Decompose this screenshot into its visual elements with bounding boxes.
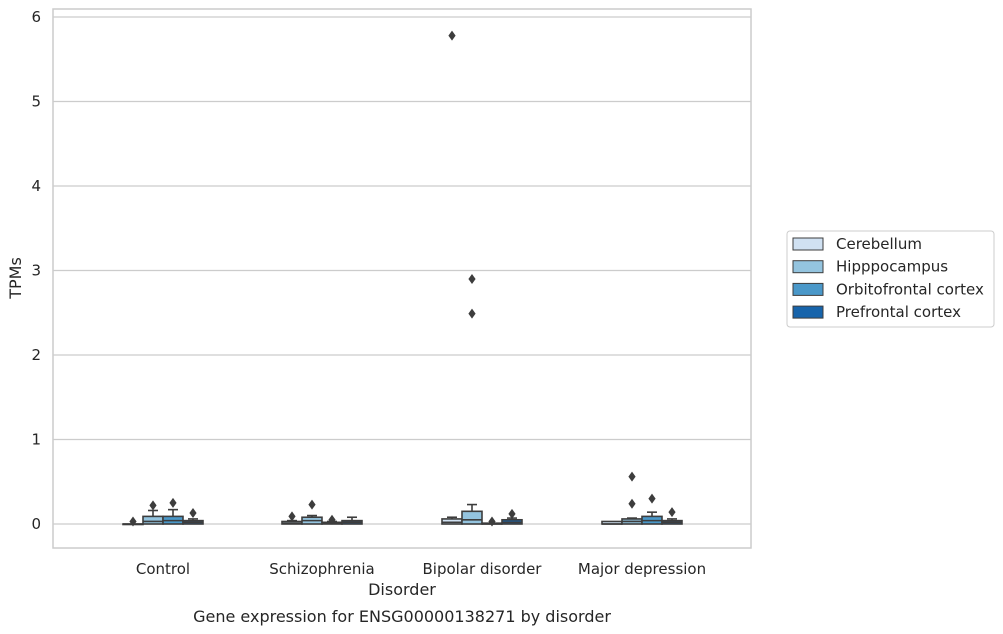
y-tick-label: 4: [31, 177, 41, 195]
box-3-3: [661, 507, 683, 525]
y-tick-labels: 0 1 2 3 4 5 6: [31, 8, 41, 533]
outlier-point: [488, 516, 496, 527]
legend-swatch: [792, 282, 824, 296]
box-0-1: [142, 500, 164, 525]
chart-caption: Gene expression for ENSG00000138271 by d…: [193, 607, 611, 626]
y-tick-label: 5: [31, 93, 41, 111]
box-2-0: [441, 30, 463, 525]
x-axis-label: Disorder: [368, 580, 436, 599]
legend-label: Prefrontal cortex: [836, 303, 961, 321]
legend-swatch: [792, 237, 824, 251]
box-body: [461, 510, 483, 525]
y-tick-label: 3: [31, 262, 41, 280]
y-axis-label: TPMs: [6, 257, 25, 300]
outlier-point: [468, 308, 476, 319]
outlier-point: [308, 499, 316, 510]
outlier-point: [288, 511, 296, 522]
outlier-point: [668, 507, 676, 518]
box-2-3: [501, 508, 523, 525]
x-tick-label: Control: [136, 560, 190, 578]
legend-label: Cerebellum: [836, 235, 922, 253]
box-body: [441, 518, 463, 525]
plot-frame: [52, 8, 752, 549]
x-tick-label: Major depression: [578, 560, 706, 578]
outlier-point: [169, 497, 177, 508]
box-1-3: [341, 516, 363, 525]
outlier-point: [189, 508, 197, 519]
box-0-0: [122, 516, 144, 527]
y-tick-label: 6: [31, 8, 41, 26]
legend: Cerebellum Hipppocampus Orbitofrontal cort…: [786, 230, 995, 328]
box-2-1: [461, 273, 483, 525]
box-1-2: [321, 514, 343, 525]
box-3-1: [621, 471, 643, 525]
outlier-point: [448, 30, 456, 41]
legend-label: Orbitofrontal cortex: [836, 280, 984, 298]
legend-swatch: [792, 305, 824, 319]
x-tick-labels: Control Schizophrenia Bipolar disorder Majo…: [136, 560, 706, 578]
box-1-0: [281, 511, 303, 525]
grid-lines: [53, 16, 751, 525]
box-2-2: [481, 516, 503, 527]
x-tick-label: Bipolar disorder: [423, 560, 543, 578]
x-tick-label: Schizophrenia: [269, 560, 374, 578]
legend-swatch: [792, 260, 824, 274]
box-marks: [122, 30, 683, 527]
outlier-point: [628, 471, 636, 482]
box-0-3: [182, 508, 204, 525]
legend-frame: [786, 230, 995, 328]
outlier-point: [648, 493, 656, 504]
outlier-point: [149, 500, 157, 511]
outlier-point: [129, 516, 137, 527]
y-tick-label: 2: [31, 346, 41, 364]
box-1-1: [301, 499, 323, 525]
box-body: [142, 515, 164, 525]
y-tick-label: 0: [31, 515, 41, 533]
outlier-point: [468, 273, 476, 284]
box-3-0: [601, 520, 623, 525]
box-0-2: [162, 497, 184, 525]
legend-label: Hipppocampus: [836, 258, 948, 276]
outlier-point: [328, 514, 336, 525]
outlier-point: [508, 508, 516, 519]
y-tick-label: 1: [31, 431, 41, 449]
box-3-2: [641, 493, 663, 525]
outlier-point: [628, 498, 636, 509]
